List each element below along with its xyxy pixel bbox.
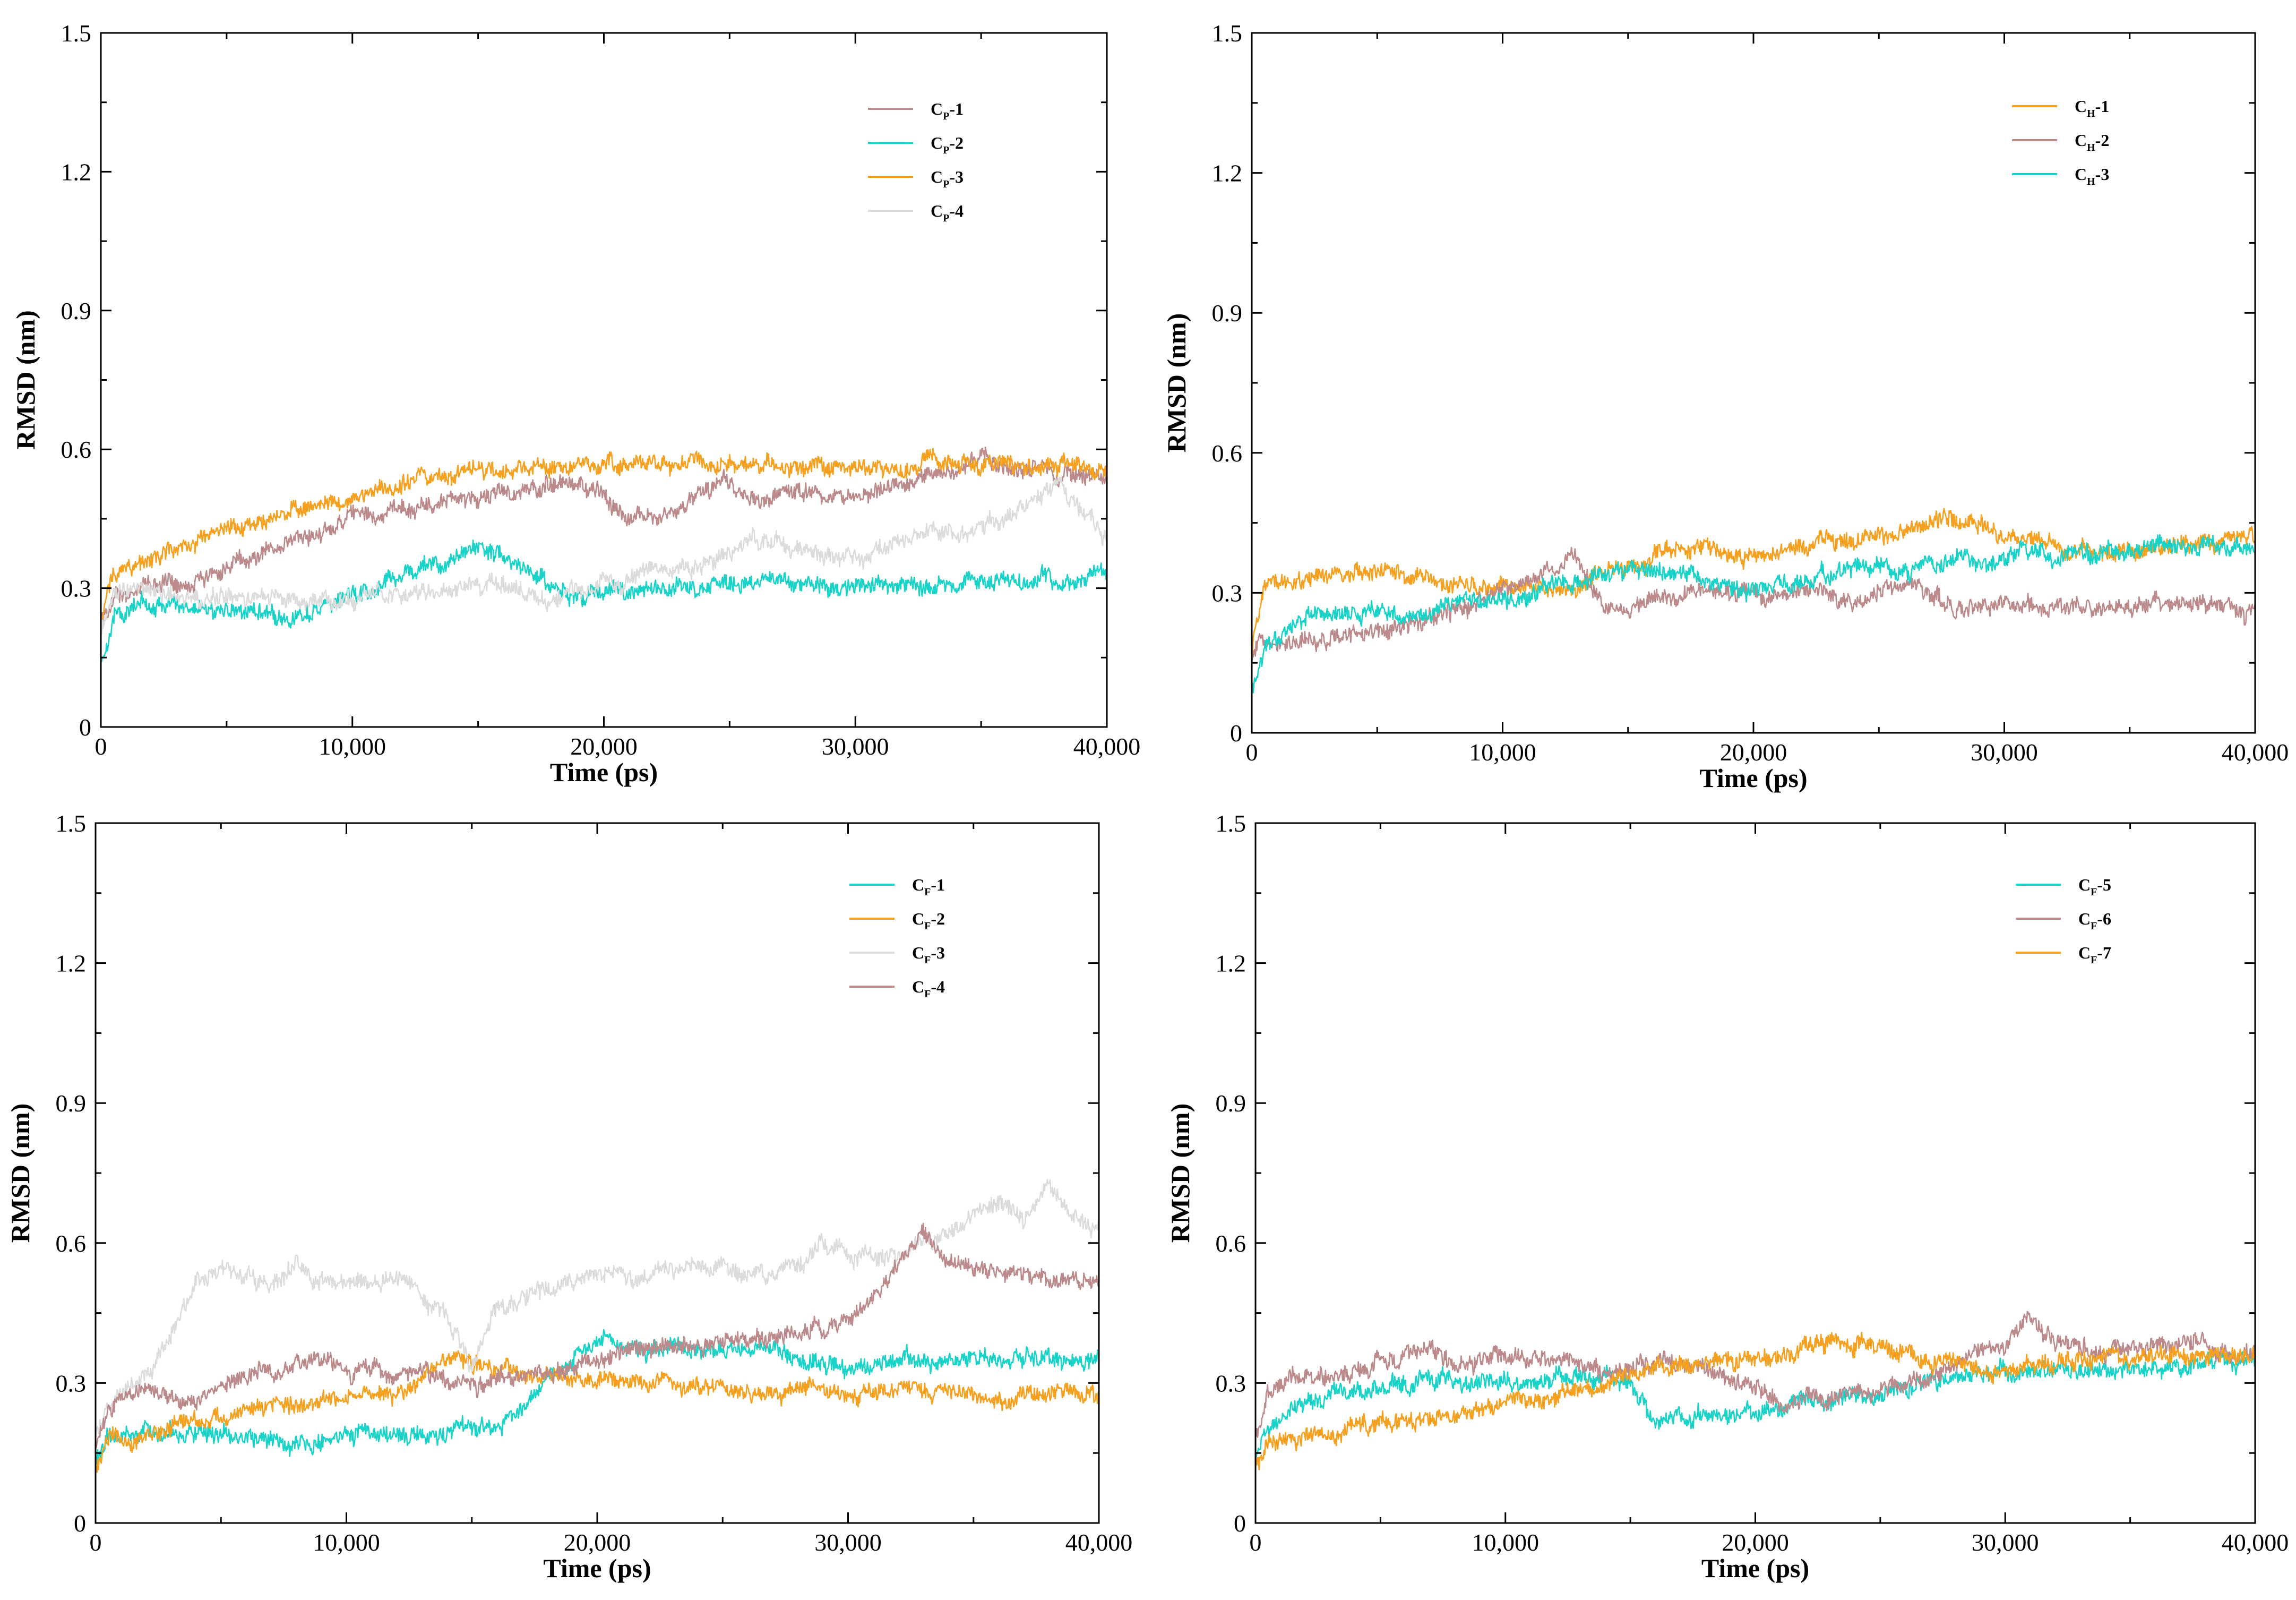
legend-label-cp-4: CP-4 — [931, 201, 964, 224]
y-tick-label: 1.2 — [1212, 160, 1243, 187]
series-line-cf-4 — [96, 1222, 1099, 1449]
y-tick-label: 0.6 — [1212, 440, 1243, 467]
series-line-cp-2 — [101, 539, 1107, 663]
y-tick-label: 0.9 — [1216, 1090, 1246, 1117]
chart-panel-1: 0 10,000 20,000 30,000 40,000 0 0.3 0.6 0.9 1.2 1.… — [11, 20, 1140, 787]
legend-label-cp-1: CP-1 — [931, 99, 964, 122]
y-axis-title: RMSD (nm) — [5, 1103, 35, 1243]
y-tick-label: 0.9 — [1212, 300, 1243, 327]
y-axis-title: RMSD (nm) — [1165, 1103, 1195, 1243]
series-line-cp-1 — [101, 446, 1107, 628]
x-tick-label: 10,000 — [313, 1529, 380, 1556]
x-tick-label: 10,000 — [1472, 1529, 1540, 1556]
legend-label-ch-2: CH-2 — [2075, 131, 2109, 153]
x-tick-label: 10,000 — [1469, 739, 1536, 766]
y-tick-label: 0 — [74, 1510, 86, 1537]
series-line-cf-2 — [96, 1350, 1099, 1473]
series-group — [1252, 508, 2255, 694]
x-tick-label: 40,000 — [2222, 1529, 2289, 1556]
legend-label-cp-3: CP-3 — [931, 167, 964, 190]
x-tick-label: 40,000 — [1073, 733, 1141, 760]
legend: CP-1 CP-2 CP-3 CP-4 — [868, 99, 964, 224]
x-tick-label: 20,000 — [1722, 1529, 1789, 1556]
y-tick-label: 0.3 — [1212, 579, 1243, 606]
y-tick-label: 0.9 — [56, 1090, 87, 1117]
series-line-ch-3 — [1252, 534, 2255, 694]
x-tick-label: 30,000 — [1971, 739, 2038, 766]
legend-label-cp-2: CP-2 — [931, 133, 964, 156]
y-tick-label: 0.6 — [56, 1230, 87, 1257]
legend-label-cf-5: CF-5 — [2078, 875, 2111, 898]
x-axis-title: Time (ps) — [550, 757, 658, 787]
series-line-cf-1 — [96, 1329, 1099, 1465]
y-tick-label: 0.9 — [61, 297, 92, 324]
x-axis-title: Time (ps) — [1701, 1553, 1809, 1583]
x-tick-label: 0 — [1246, 739, 1258, 766]
y-tick-label: 0.3 — [61, 575, 92, 602]
series-line-cf-6 — [1256, 1311, 2255, 1438]
y-tick-label: 0.6 — [1216, 1230, 1246, 1257]
x-tick-label: 40,000 — [2222, 739, 2289, 766]
y-tick-label: 1.5 — [56, 810, 87, 837]
legend: CH-1 CH-2 CH-3 — [2012, 97, 2109, 187]
series-line-cp-4 — [101, 476, 1107, 636]
series-group — [96, 1179, 1099, 1473]
legend-label-cf-6: CF-6 — [2078, 909, 2111, 932]
x-tick-label: 20,000 — [564, 1529, 631, 1556]
series-line-ch-2 — [1252, 546, 2255, 663]
x-tick-label: 20,000 — [1720, 739, 1787, 766]
chart-panel-3: 0 10,000 20,000 30,000 40,000 0 0.3 0.6 0.9 1.2 1.… — [5, 810, 1132, 1583]
legend-label-cf-1: CF-1 — [912, 875, 945, 898]
y-tick-label: 0.3 — [56, 1370, 87, 1397]
series-line-cf-5 — [1256, 1348, 2255, 1458]
y-tick-label: 0.3 — [1216, 1370, 1246, 1397]
y-tick-label: 1.2 — [1216, 950, 1246, 977]
y-tick-label: 0 — [1234, 1510, 1246, 1537]
y-tick-label: 1.5 — [1216, 810, 1246, 837]
legend-label-cf-4: CF-4 — [912, 977, 945, 1000]
x-tick-label: 0 — [1250, 1529, 1262, 1556]
chart-panel-2: 0 10,000 20,000 30,000 40,000 0 0.3 0.6 0.9 1.2 1.… — [1162, 20, 2289, 793]
x-tick-label: 0 — [90, 1529, 102, 1556]
y-tick-label: 0 — [79, 714, 91, 741]
x-tick-label: 30,000 — [1972, 1529, 2039, 1556]
x-axis-title: Time (ps) — [543, 1553, 651, 1583]
legend: CF-1 CF-2 CF-3 CF-4 — [849, 875, 945, 1000]
x-tick-label: 30,000 — [822, 733, 889, 760]
x-axis-title: Time (ps) — [1699, 763, 1807, 793]
legend-label-cf-3: CF-3 — [912, 943, 945, 966]
x-tick-label: 30,000 — [814, 1529, 882, 1556]
series-line-cp-3 — [101, 448, 1107, 631]
legend-label-ch-1: CH-1 — [2075, 97, 2109, 119]
series-group — [101, 446, 1107, 663]
legend: CF-5 CF-6 CF-7 — [2016, 875, 2111, 966]
y-tick-label: 1.5 — [61, 20, 92, 47]
x-tick-label: 40,000 — [1065, 1529, 1133, 1556]
y-axis-title: RMSD (nm) — [11, 310, 40, 449]
x-tick-label: 10,000 — [319, 733, 386, 760]
series-group — [1256, 1311, 2255, 1470]
x-tick-label: 0 — [95, 733, 107, 760]
legend-label-cf-7: CF-7 — [2078, 943, 2111, 966]
y-axis-title: RMSD (nm) — [1162, 313, 1191, 452]
y-tick-label: 0 — [1230, 720, 1242, 747]
legend-label-ch-3: CH-3 — [2075, 165, 2109, 187]
series-line-cf-3 — [96, 1179, 1099, 1440]
y-tick-label: 1.5 — [1212, 20, 1243, 47]
y-tick-label: 1.2 — [61, 158, 92, 185]
x-tick-label: 20,000 — [570, 733, 638, 760]
y-tick-label: 0.6 — [61, 436, 92, 463]
legend-label-cf-2: CF-2 — [912, 909, 945, 932]
series-line-cf-7 — [1256, 1331, 2255, 1470]
plot-frame — [94, 822, 1100, 1524]
y-tick-label: 1.2 — [56, 950, 87, 977]
chart-panel-4: 0 10,000 20,000 30,000 40,000 0 0.3 0.6 0.9 1.2 1.… — [1165, 810, 2289, 1583]
